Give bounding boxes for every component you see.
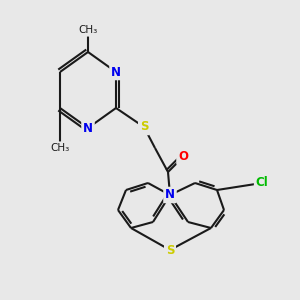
Text: Cl: Cl <box>256 176 268 190</box>
Text: CH₃: CH₃ <box>78 25 98 35</box>
Text: CH₃: CH₃ <box>50 143 70 153</box>
Text: O: O <box>178 151 188 164</box>
Text: N: N <box>111 65 121 79</box>
Text: S: S <box>140 121 148 134</box>
Text: N: N <box>83 122 93 134</box>
Text: S: S <box>166 244 174 256</box>
Text: N: N <box>165 188 175 202</box>
